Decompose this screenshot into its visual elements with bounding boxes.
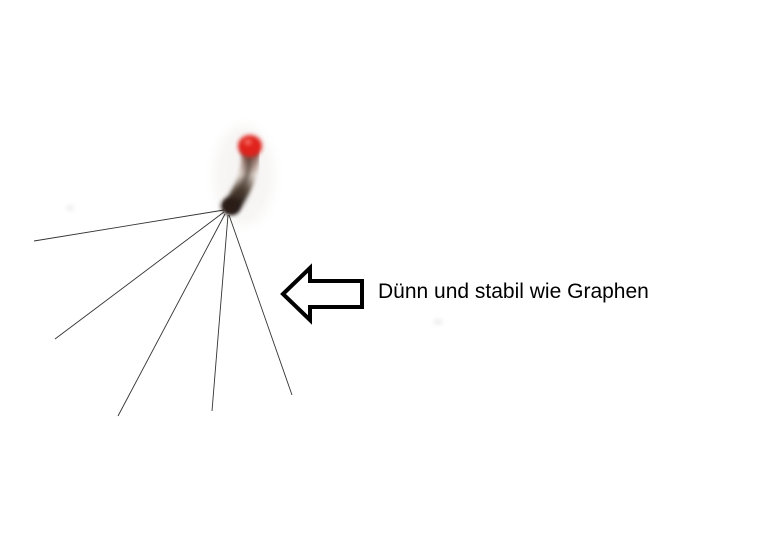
specks [66,205,443,325]
object-tip [238,135,262,157]
object-core [233,155,253,201]
curved-object [221,135,262,215]
fibre-line [54,211,225,340]
fibre-line [117,213,226,417]
fibre-lines [33,209,293,417]
fibre-line [33,209,225,242]
object-base [221,198,239,214]
fibre-line [211,214,229,412]
fibre-line [228,214,293,396]
left-arrow-icon [280,263,364,325]
object-tip-highlight [244,139,252,145]
caption-text: Dünn und stabil wie Graphen [378,280,649,303]
